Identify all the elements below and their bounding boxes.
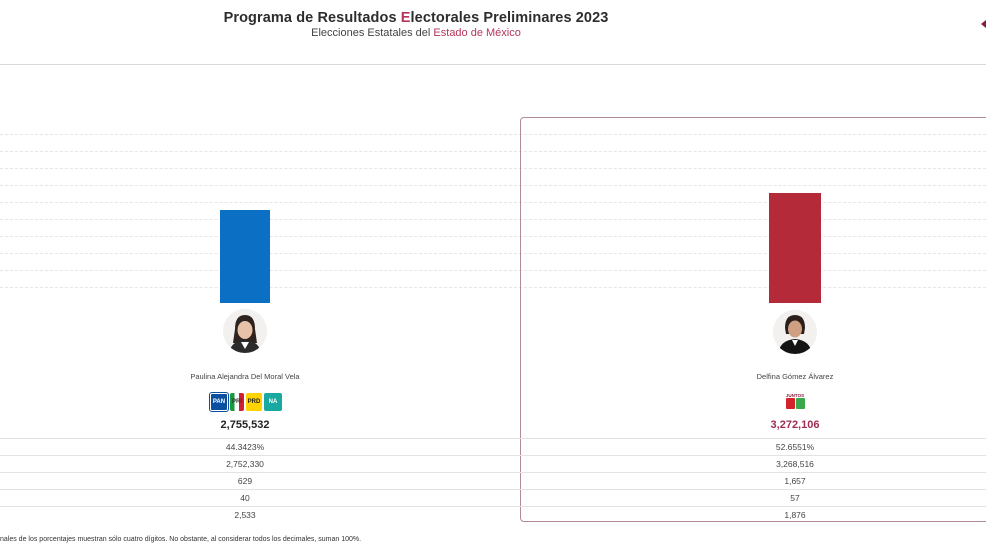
vote-percentage: 44.3423%	[225, 442, 265, 452]
grid-line	[0, 287, 986, 288]
votes-count: 57	[790, 493, 800, 503]
coalition-logo: JUNTOS	[785, 393, 805, 411]
party-logos: PAN PRI PRD NA	[209, 392, 282, 412]
row-divider	[0, 472, 986, 473]
votes-count: 1,876	[784, 510, 806, 520]
pt-logo-icon	[785, 398, 795, 409]
winner-card-highlight[interactable]	[520, 117, 986, 522]
votes-count: 3,268,516	[776, 459, 814, 469]
pvem-logo-icon	[795, 398, 805, 409]
votes-count: 1,657	[784, 476, 806, 486]
grid-line	[0, 270, 986, 271]
total-votes: 3,272,106	[770, 419, 820, 431]
votes-count: 2,752,330	[226, 459, 264, 469]
vote-percentage: 52.6551%	[775, 442, 815, 452]
avatar[interactable]	[773, 310, 817, 354]
grid-line	[0, 168, 986, 169]
grid-line	[0, 202, 986, 203]
votes-count: 629	[237, 476, 253, 486]
total-votes: 2,755,532	[220, 419, 270, 431]
grid-line	[0, 185, 986, 186]
candidate-photo-gomez	[773, 310, 817, 354]
grid-line	[0, 219, 986, 220]
page-header: Programa de Resultados Electorales Preli…	[0, 0, 986, 65]
row-divider	[0, 489, 986, 490]
votes-count: 40	[240, 493, 250, 503]
footnote: nales de los porcentajes muestran sólo c…	[0, 536, 362, 543]
grid-line	[0, 134, 986, 135]
row-divider	[0, 438, 986, 439]
row-divider	[0, 506, 986, 507]
grid-line	[0, 236, 986, 237]
pri-logo-icon: PRI	[230, 393, 244, 411]
prd-logo-icon: PRD	[246, 393, 262, 411]
candidate-name: Paulina Alejandra Del Moral Vela	[190, 372, 300, 381]
pan-logo-icon: PAN	[209, 392, 229, 412]
avatar[interactable]	[223, 309, 267, 353]
na-logo-icon: NA	[264, 393, 282, 411]
votes-count: 2,533	[234, 510, 256, 520]
party-logos: JUNTOS	[785, 393, 805, 411]
page-subtitle: Elecciones Estatales del Estado de Méxic…	[311, 27, 521, 39]
candidate-photo-del-moral	[223, 309, 267, 353]
grid-line	[0, 253, 986, 254]
coalition-label: JUNTOS	[785, 393, 805, 398]
row-divider	[0, 455, 986, 456]
page-title: Programa de Resultados Electorales Preli…	[223, 10, 609, 26]
menu-arrow-icon[interactable]	[981, 20, 986, 28]
candidate-name: Delfina Gómez Álvarez	[756, 372, 834, 381]
vote-bar-del-moral	[220, 210, 270, 303]
vote-bar-gomez	[769, 193, 821, 303]
grid-line	[0, 151, 986, 152]
